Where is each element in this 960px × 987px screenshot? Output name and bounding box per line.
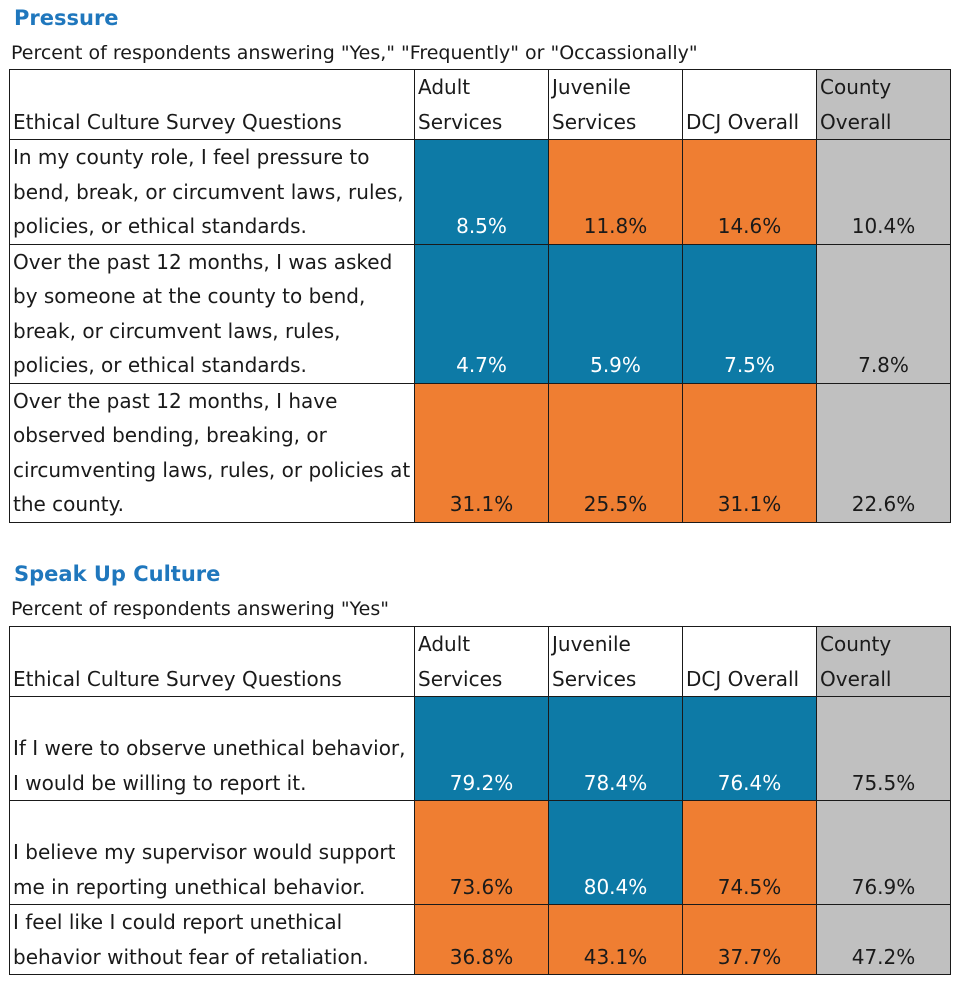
table-row: Over the past 12 months, I was asked by …	[9, 243, 951, 384]
value-cell-dcj-overall: 74.5%	[682, 800, 817, 905]
table-row: Over the past 12 months, I have observed…	[9, 382, 951, 523]
column-header-questions: Ethical Culture Survey Questions	[9, 69, 415, 140]
section-subtitle: Percent of respondents answering "Yes"	[11, 598, 389, 620]
survey-table: Ethical Culture Survey Questions Adult S…	[9, 69, 951, 523]
value-cell-dcj-overall: 7.5%	[682, 243, 817, 384]
column-header-questions: Ethical Culture Survey Questions	[9, 626, 415, 697]
value-cell-juvenile-services: 80.4%	[548, 800, 683, 905]
header-row: Ethical Culture Survey Questions Adult S…	[9, 626, 951, 697]
value-cell-adult-services: 73.6%	[414, 800, 549, 905]
value-cell-county-overall: 10.4%	[816, 139, 951, 245]
value-cell-county-overall: 47.2%	[816, 904, 951, 975]
value-cell-juvenile-services: 11.8%	[548, 139, 683, 245]
column-header-juvenile-services: Juvenile Services	[548, 69, 683, 140]
value-cell-juvenile-services: 25.5%	[548, 382, 683, 523]
value-cell-dcj-overall: 31.1%	[682, 382, 817, 523]
value-cell-county-overall: 76.9%	[816, 800, 951, 905]
survey-table: Ethical Culture Survey Questions Adult S…	[9, 626, 951, 975]
table-row: I feel like I could report unethical beh…	[9, 904, 951, 975]
value-cell-adult-services: 8.5%	[414, 139, 549, 245]
section-subtitle: Percent of respondents answering "Yes," …	[11, 42, 698, 64]
question-cell: In my county role, I feel pressure to be…	[9, 139, 415, 245]
value-cell-county-overall: 75.5%	[816, 696, 951, 801]
value-cell-juvenile-services: 78.4%	[548, 696, 683, 801]
value-cell-county-overall: 22.6%	[816, 382, 951, 523]
value-cell-adult-services: 79.2%	[414, 696, 549, 801]
column-header-dcj-overall: DCJ Overall	[682, 69, 817, 140]
column-header-adult-services: Adult Services	[414, 626, 549, 697]
table-row: In my county role, I feel pressure to be…	[9, 139, 951, 245]
question-cell: I feel like I could report unethical beh…	[9, 904, 415, 975]
value-cell-adult-services: 36.8%	[414, 904, 549, 975]
column-header-juvenile-services: Juvenile Services	[548, 626, 683, 697]
value-cell-county-overall: 7.8%	[816, 243, 951, 384]
column-header-county-overall: County Overall	[816, 626, 951, 697]
value-cell-juvenile-services: 5.9%	[548, 243, 683, 384]
value-cell-dcj-overall: 37.7%	[682, 904, 817, 975]
table-row: If I were to observe unethical behavior,…	[9, 696, 951, 801]
section-title: Pressure	[14, 6, 119, 30]
table-row: I believe my supervisor would support me…	[9, 800, 951, 905]
column-header-adult-services: Adult Services	[414, 69, 549, 140]
question-cell: If I were to observe unethical behavior,…	[9, 696, 415, 801]
value-cell-adult-services: 31.1%	[414, 382, 549, 523]
question-cell: Over the past 12 months, I have observed…	[9, 382, 415, 523]
column-header-county-overall: County Overall	[816, 69, 951, 140]
value-cell-dcj-overall: 14.6%	[682, 139, 817, 245]
header-row: Ethical Culture Survey Questions Adult S…	[9, 69, 951, 140]
value-cell-adult-services: 4.7%	[414, 243, 549, 384]
value-cell-dcj-overall: 76.4%	[682, 696, 817, 801]
section-title: Speak Up Culture	[14, 562, 221, 586]
value-cell-juvenile-services: 43.1%	[548, 904, 683, 975]
question-cell: Over the past 12 months, I was asked by …	[9, 243, 415, 384]
question-cell: I believe my supervisor would support me…	[9, 800, 415, 905]
column-header-dcj-overall: DCJ Overall	[682, 626, 817, 697]
